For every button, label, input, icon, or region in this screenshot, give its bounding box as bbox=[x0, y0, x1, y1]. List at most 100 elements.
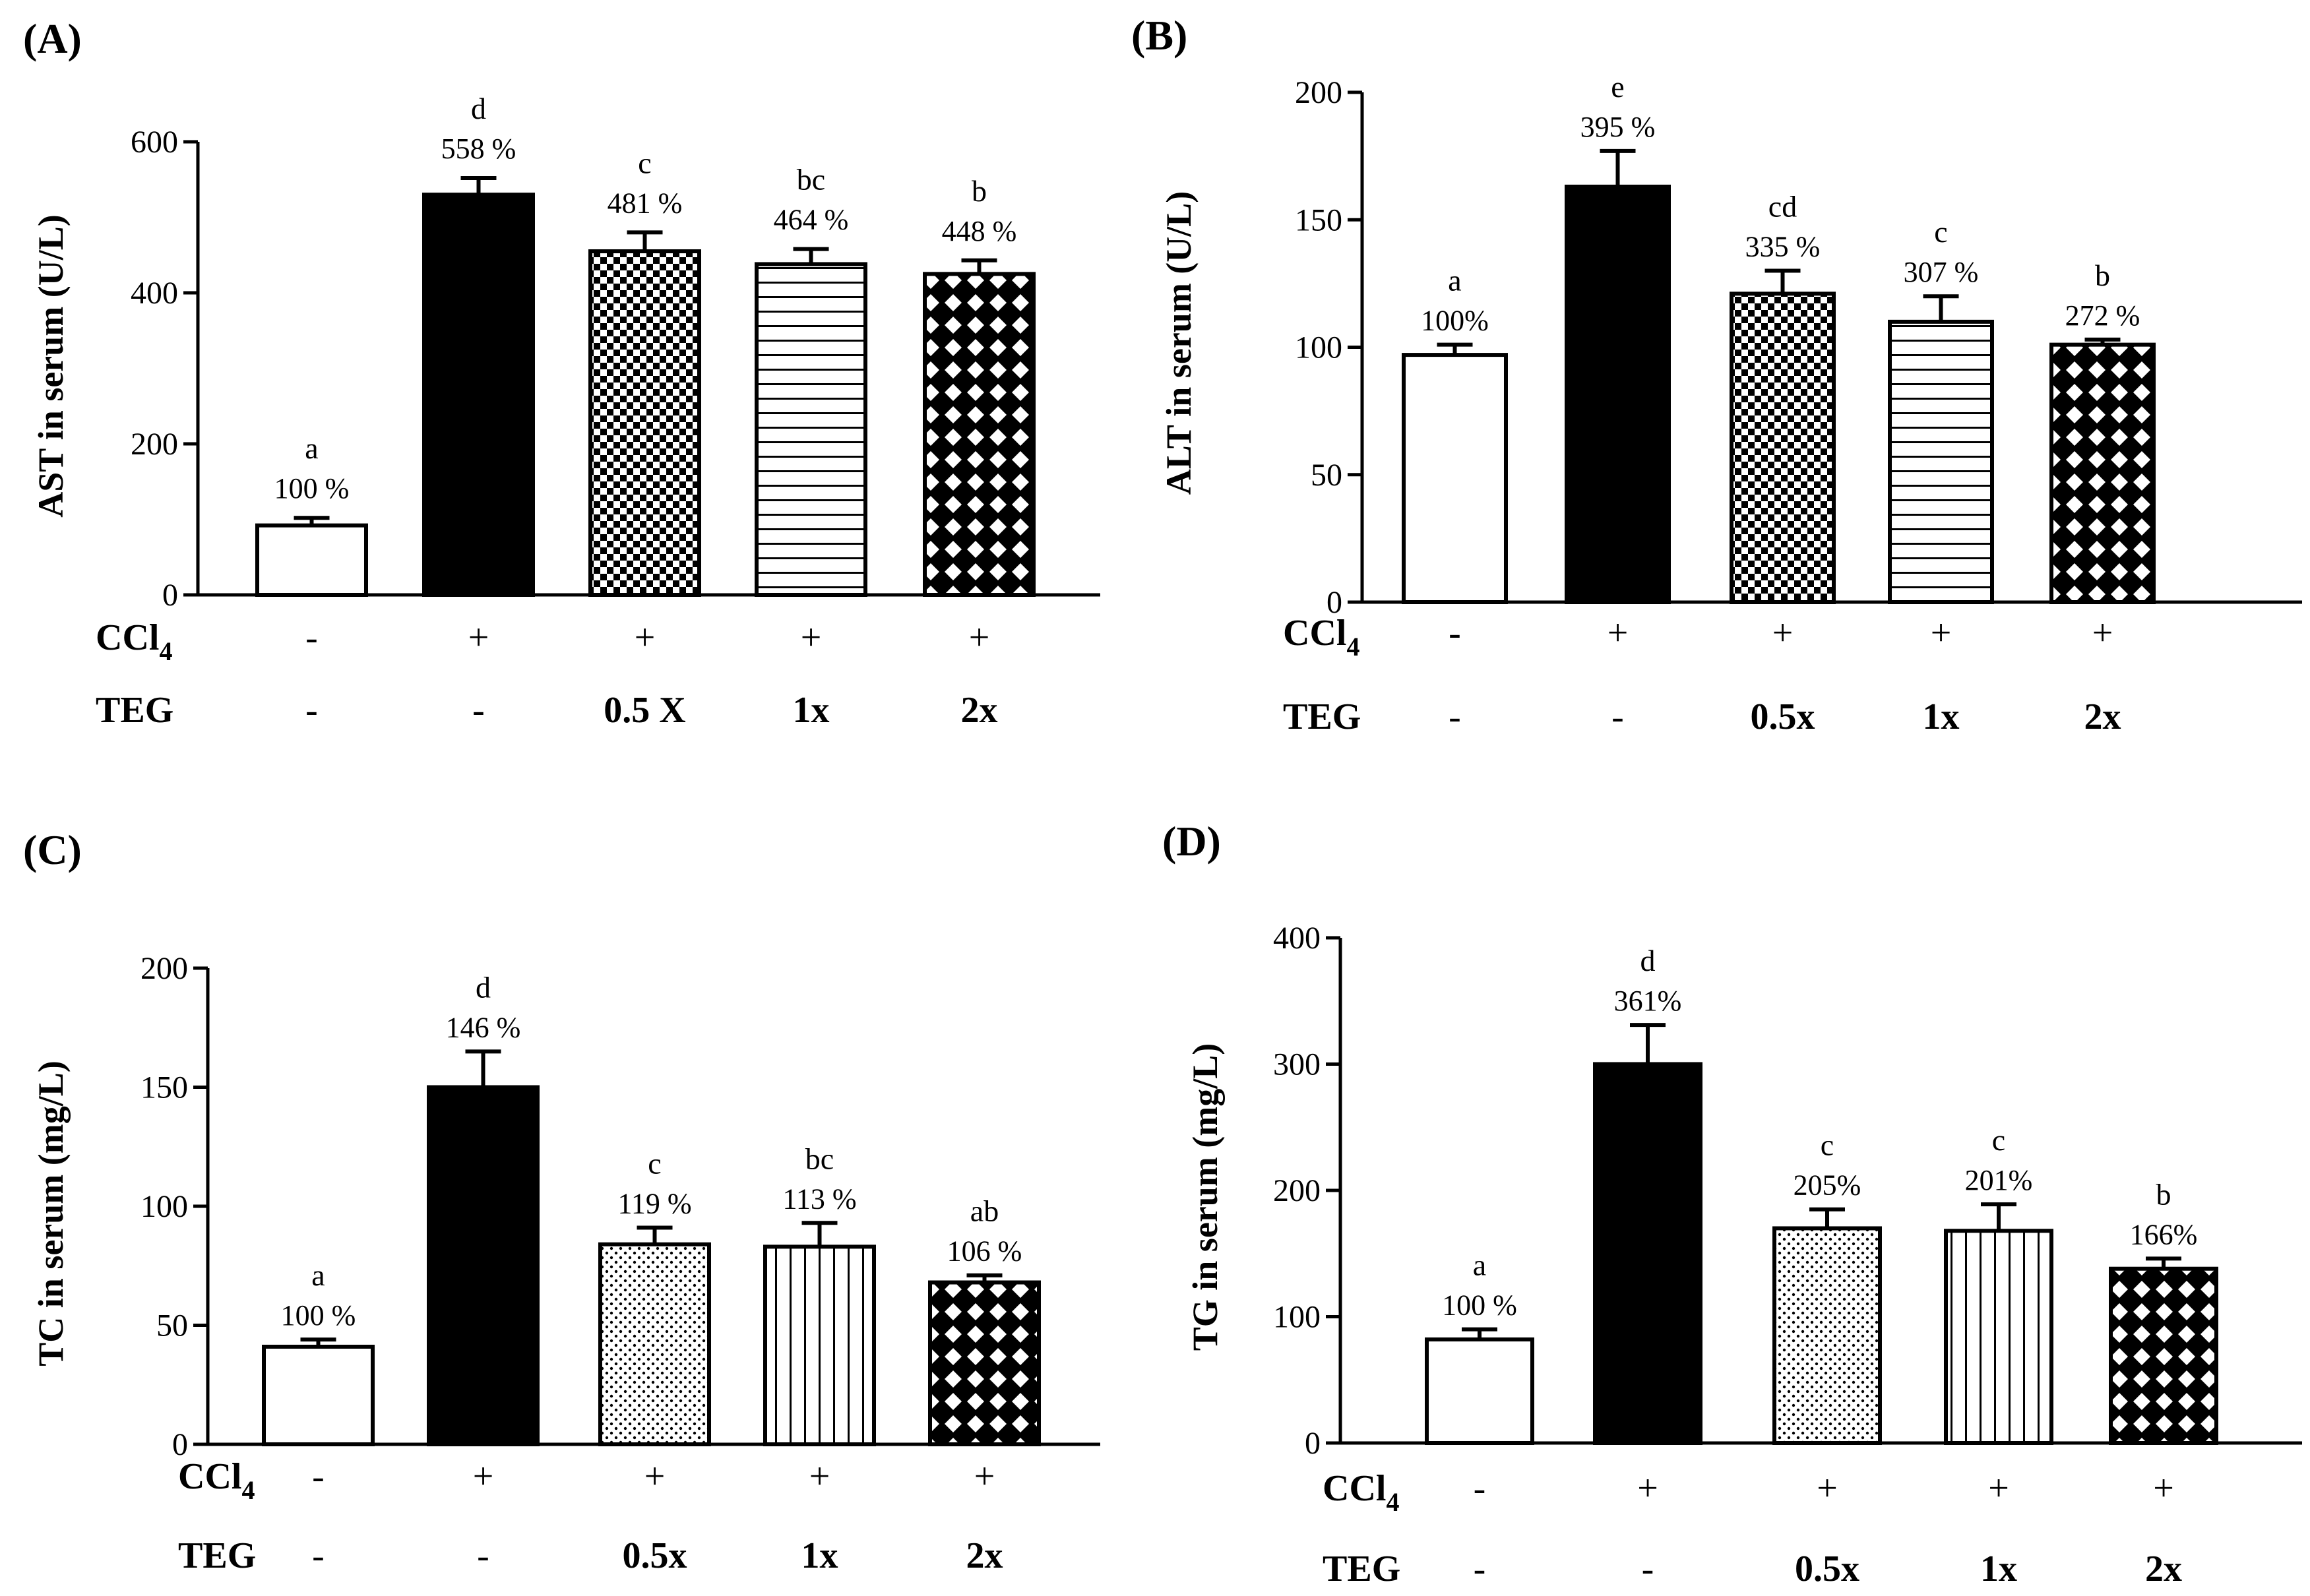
ccl4-value: + bbox=[468, 617, 489, 658]
ccl4-value: + bbox=[1637, 1468, 1658, 1509]
significance-letter: a bbox=[311, 1258, 325, 1292]
teg-value: - bbox=[477, 1535, 489, 1576]
percent-label: 166% bbox=[2130, 1218, 2198, 1250]
chart-panel-d: (D) TG in serum (mg/L) 0 100 200 300 400 100 % a… bbox=[1162, 818, 2302, 1589]
bar bbox=[1730, 292, 1836, 604]
y-tick-label: 200 bbox=[1295, 75, 1342, 110]
ccl4-value: + bbox=[1772, 613, 1794, 654]
percent-label: 335 % bbox=[1745, 231, 1821, 263]
teg-value: 2x bbox=[2145, 1549, 2182, 1589]
y-tick-label: 100 bbox=[1273, 1300, 1321, 1335]
bar bbox=[1425, 1337, 1534, 1445]
percent-label: 395 % bbox=[1580, 111, 1656, 143]
bar bbox=[588, 249, 701, 597]
bar bbox=[763, 1244, 876, 1446]
percent-label: 464 % bbox=[774, 204, 849, 236]
percent-label: 100 % bbox=[274, 472, 350, 505]
teg-value: 2x bbox=[2084, 696, 2121, 737]
percent-label: 100% bbox=[1421, 305, 1489, 337]
y-axis-label: AST in serum (U/L) bbox=[31, 214, 71, 518]
significance-letter: d bbox=[1640, 944, 1656, 977]
teg-value: - bbox=[312, 1535, 325, 1576]
chart-panel-b: (B) ALT in serum (U/L) 0 50 100 150 200 100% a - -… bbox=[1131, 12, 2302, 737]
y-tick-label: 0 bbox=[162, 578, 178, 613]
bar bbox=[598, 1242, 711, 1446]
bar bbox=[1888, 319, 1994, 604]
percent-label: 100 % bbox=[1442, 1289, 1517, 1322]
bar bbox=[2109, 1266, 2218, 1445]
chart-panel-a: (A) AST in serum (U/L) 0 200 400 600 100 % a - - 5… bbox=[23, 15, 1100, 731]
y-tick-label: 400 bbox=[131, 276, 178, 311]
ccl4-value: + bbox=[2153, 1468, 2174, 1509]
percent-label: 119 % bbox=[617, 1187, 691, 1219]
significance-letter: a bbox=[1473, 1248, 1486, 1282]
teg-value: 0.5 X bbox=[604, 690, 685, 731]
significance-letter: c bbox=[638, 146, 651, 179]
y-tick-label: 50 bbox=[156, 1308, 188, 1343]
ccl4-value: + bbox=[1988, 1468, 2009, 1509]
teg-value: - bbox=[472, 690, 485, 731]
y-tick-label: 150 bbox=[140, 1070, 188, 1105]
bar bbox=[1565, 185, 1671, 604]
y-tick-label: 200 bbox=[140, 951, 188, 986]
bar bbox=[262, 1344, 375, 1446]
teg-value: 0.5x bbox=[1795, 1549, 1859, 1589]
significance-letter: cd bbox=[1768, 190, 1797, 224]
row-label: CCl4 bbox=[96, 617, 172, 666]
percent-label: 272 % bbox=[2065, 299, 2140, 332]
significance-letter: c bbox=[648, 1146, 661, 1180]
percent-label: 113 % bbox=[782, 1182, 856, 1215]
panel-label: (D) bbox=[1162, 818, 1221, 865]
ccl4-value: - bbox=[1474, 1468, 1486, 1509]
bar bbox=[1944, 1229, 2053, 1446]
row-label: CCl4 bbox=[1283, 613, 1359, 661]
significance-letter: c bbox=[1992, 1123, 2005, 1157]
ccl4-value: + bbox=[1608, 613, 1629, 654]
percent-label: 146 % bbox=[446, 1011, 521, 1043]
bar bbox=[422, 193, 535, 597]
ccl4-value: + bbox=[1931, 613, 1952, 654]
ccl4-value: + bbox=[969, 617, 990, 658]
panel-label: (C) bbox=[23, 826, 82, 873]
teg-value: - bbox=[1474, 1549, 1486, 1589]
bar bbox=[255, 523, 368, 597]
percent-label: 481 % bbox=[608, 187, 683, 219]
significance-letter: ab bbox=[970, 1194, 999, 1228]
percent-label: 106 % bbox=[947, 1235, 1022, 1268]
significance-letter: a bbox=[305, 431, 318, 465]
teg-value: 2x bbox=[966, 1535, 1003, 1576]
percent-label: 558 % bbox=[441, 133, 516, 165]
ccl4-value: + bbox=[974, 1456, 995, 1497]
bar bbox=[928, 1280, 1041, 1447]
teg-value: 1x bbox=[801, 1535, 838, 1576]
percent-label: 307 % bbox=[1904, 256, 1979, 288]
y-tick-label: 0 bbox=[1305, 1426, 1321, 1461]
y-tick-label: 100 bbox=[140, 1189, 188, 1224]
y-tick-label: 150 bbox=[1295, 202, 1342, 237]
ccl4-value: + bbox=[801, 617, 822, 658]
ccl4-value: - bbox=[312, 1456, 325, 1497]
y-tick-label: 0 bbox=[172, 1427, 188, 1462]
bar bbox=[2049, 342, 2156, 604]
percent-label: 100 % bbox=[281, 1299, 356, 1332]
row-label: TEG bbox=[1323, 1549, 1400, 1589]
ccl4-value: - bbox=[1449, 613, 1461, 654]
significance-letter: b bbox=[2156, 1177, 2171, 1211]
ccl4-value: + bbox=[644, 1456, 666, 1497]
bar bbox=[1593, 1062, 1702, 1445]
teg-value: 1x bbox=[1980, 1549, 2017, 1589]
row-label: TEG bbox=[178, 1535, 256, 1576]
teg-value: 2x bbox=[961, 690, 998, 731]
y-axis-label: ALT in serum (U/L) bbox=[1159, 191, 1199, 495]
y-tick-label: 50 bbox=[1311, 458, 1342, 493]
ccl4-value: + bbox=[473, 1456, 494, 1497]
y-axis-label: TC in serum (mg/L) bbox=[31, 1060, 71, 1366]
teg-value: - bbox=[305, 690, 318, 731]
row-label: TEG bbox=[96, 690, 173, 731]
bar bbox=[755, 262, 867, 597]
significance-letter: d bbox=[476, 970, 491, 1004]
y-tick-label: 300 bbox=[1273, 1047, 1321, 1082]
significance-letter: c bbox=[1934, 215, 1947, 249]
percent-label: 448 % bbox=[942, 215, 1017, 247]
